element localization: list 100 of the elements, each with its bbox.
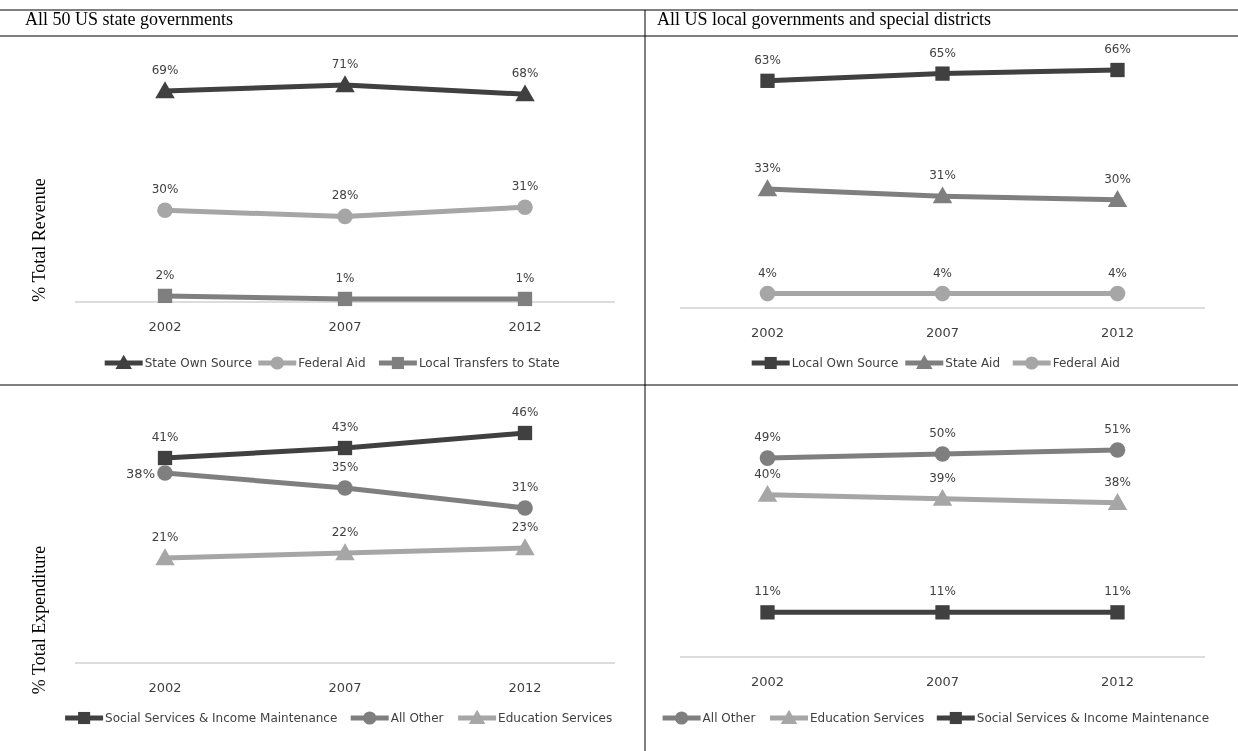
data-label: 4% <box>757 265 778 280</box>
data-label: 11% <box>754 584 781 599</box>
data-label: 39% <box>929 470 956 485</box>
x-tick-label: 2002 <box>148 680 182 695</box>
legend-label: Education Services <box>810 711 925 725</box>
chart-title: All 50 US state governments <box>25 9 233 29</box>
x-tick-label: 2002 <box>750 674 785 689</box>
data-label: 31% <box>929 168 956 183</box>
point <box>517 291 533 307</box>
data-label: 35% <box>331 460 359 474</box>
data-label: 22% <box>331 525 359 539</box>
data-label: 33% <box>754 161 781 175</box>
data-label: 21% <box>151 530 179 544</box>
chart-title: All US local governments and special districts <box>657 9 991 29</box>
point <box>1110 605 1125 620</box>
data-label: 31% <box>511 179 539 194</box>
data-label: 41% <box>151 430 179 444</box>
data-label: 65% <box>929 45 956 60</box>
data-label: 49% <box>754 430 781 445</box>
point <box>157 465 173 481</box>
x-tick-label: 2007 <box>925 325 960 340</box>
legend-label: State Own Source <box>144 356 253 370</box>
point <box>517 425 533 441</box>
data-label: 50% <box>929 426 956 441</box>
legend-label: Social Services & Income Maintenance <box>105 711 338 725</box>
point <box>757 484 778 502</box>
point <box>760 605 775 620</box>
data-label: 30% <box>1104 171 1131 186</box>
data-label: 38% <box>1104 474 1131 489</box>
data-label: 2% <box>155 267 175 282</box>
point <box>337 480 353 496</box>
point <box>1107 493 1128 510</box>
data-label: 28% <box>331 188 359 203</box>
data-label: 43% <box>331 420 359 434</box>
point <box>335 75 355 93</box>
point <box>935 66 950 81</box>
x-tick-label: 2007 <box>328 319 362 334</box>
point <box>515 84 535 102</box>
data-label: 1% <box>335 270 355 285</box>
legend-label: Education Services <box>498 711 613 725</box>
x-tick-label: 2002 <box>750 325 785 340</box>
x-tick-label: 2012 <box>1100 325 1135 340</box>
point <box>932 186 953 204</box>
point <box>932 488 953 506</box>
legend-label: Local Transfers to State <box>418 356 560 370</box>
point <box>157 288 173 304</box>
x-tick-label: 2007 <box>328 680 362 695</box>
point <box>157 450 173 466</box>
point <box>759 285 776 302</box>
legend-label: State Aid <box>945 356 1001 370</box>
point <box>517 199 533 216</box>
point <box>517 500 533 516</box>
x-tick-label: 2012 <box>1100 674 1135 689</box>
x-tick-label: 2007 <box>925 674 960 689</box>
data-label: 38% <box>126 466 155 481</box>
y-axis-title: % Total Revenue <box>29 178 49 302</box>
point <box>1109 442 1126 458</box>
point <box>757 179 778 197</box>
point <box>1107 190 1128 207</box>
data-label: 11% <box>929 584 956 599</box>
legend-label: All Other <box>390 711 444 725</box>
y-axis-title: % Total Expenditure <box>29 545 49 695</box>
x-tick-label: 2012 <box>508 319 542 334</box>
point <box>155 548 175 566</box>
data-label: 66% <box>1104 42 1131 56</box>
point <box>759 450 776 466</box>
point <box>337 440 353 456</box>
data-label: 23% <box>511 520 539 534</box>
point <box>1109 285 1126 302</box>
point <box>935 605 950 620</box>
data-label: 68% <box>511 66 539 81</box>
x-tick-label: 2002 <box>148 319 182 334</box>
data-label: 69% <box>151 63 179 78</box>
legend-label: Federal Aid <box>298 356 366 370</box>
data-label: 71% <box>331 57 359 71</box>
point <box>934 285 951 302</box>
data-label: 31% <box>511 480 539 494</box>
data-label: 30% <box>151 182 179 197</box>
data-label: 63% <box>754 52 781 67</box>
point <box>335 543 355 561</box>
point <box>337 291 353 307</box>
point <box>515 538 535 556</box>
legend-label: All Other <box>702 711 756 725</box>
legend-label: Local Own Source <box>791 356 899 370</box>
data-label: 51% <box>1104 422 1131 436</box>
data-label: 4% <box>932 265 953 280</box>
point <box>157 202 173 219</box>
point <box>760 73 775 88</box>
point <box>934 446 951 462</box>
legend-label: Social Services & Income Maintenance <box>976 711 1210 725</box>
data-label: 46% <box>511 405 539 419</box>
x-tick-label: 2012 <box>508 680 542 695</box>
data-label: 11% <box>1104 584 1131 599</box>
data-label: 40% <box>754 466 781 481</box>
legend-label: Federal Aid <box>1052 356 1120 370</box>
point <box>155 81 175 99</box>
data-label: 1% <box>515 270 535 285</box>
data-label: 4% <box>1107 265 1128 280</box>
point <box>337 208 353 225</box>
point <box>1110 62 1125 78</box>
